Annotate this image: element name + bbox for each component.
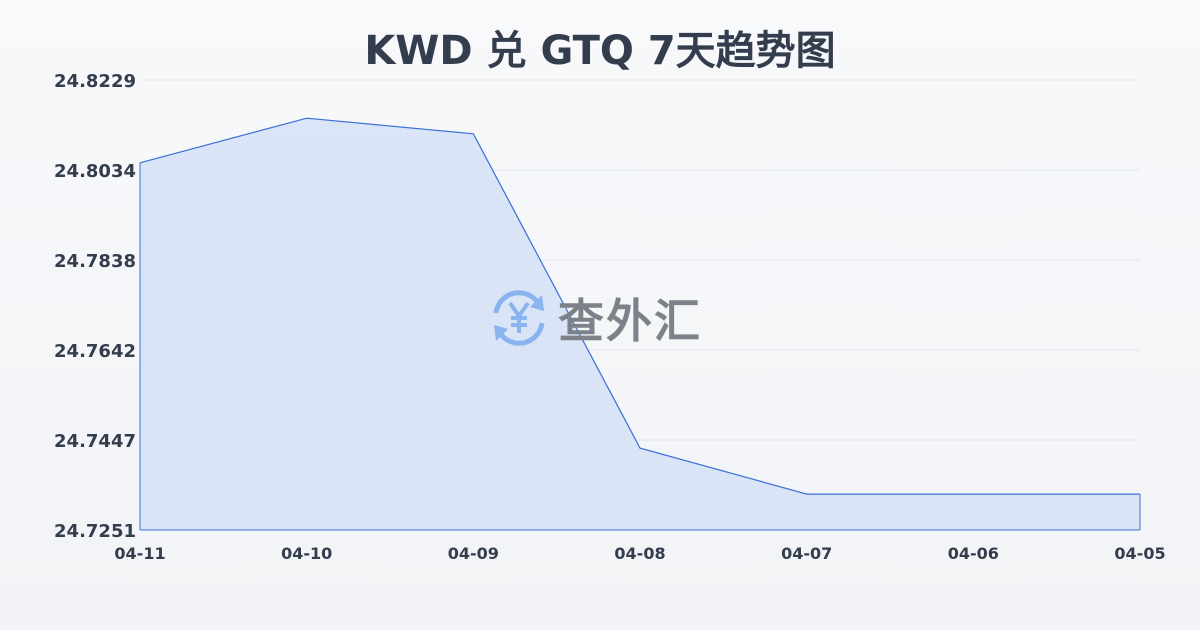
x-tick-label: 04-11 bbox=[114, 544, 165, 563]
y-tick-label: 24.7642 bbox=[54, 341, 136, 362]
y-tick-label: 24.7838 bbox=[54, 251, 136, 272]
yen-exchange-icon bbox=[493, 290, 545, 346]
y-tick-label: 24.8034 bbox=[54, 161, 136, 182]
y-tick-label: 24.7251 bbox=[54, 521, 136, 542]
x-tick-label: 04-07 bbox=[781, 544, 832, 563]
x-tick-label: 04-06 bbox=[948, 544, 999, 563]
watermark: 查外汇 bbox=[488, 285, 702, 351]
y-tick-label: 24.7447 bbox=[54, 431, 136, 452]
x-tick-label: 04-10 bbox=[281, 544, 332, 563]
watermark-text: 查外汇 bbox=[558, 294, 702, 348]
x-tick-label: 04-05 bbox=[1114, 544, 1165, 563]
area-fill bbox=[140, 118, 1140, 530]
y-tick-label: 24.8229 bbox=[54, 71, 136, 92]
x-tick-label: 04-08 bbox=[614, 544, 665, 563]
chart-title: KWD 兑 GTQ 7天趋势图 bbox=[364, 28, 836, 74]
x-tick-label: 04-09 bbox=[448, 544, 499, 563]
